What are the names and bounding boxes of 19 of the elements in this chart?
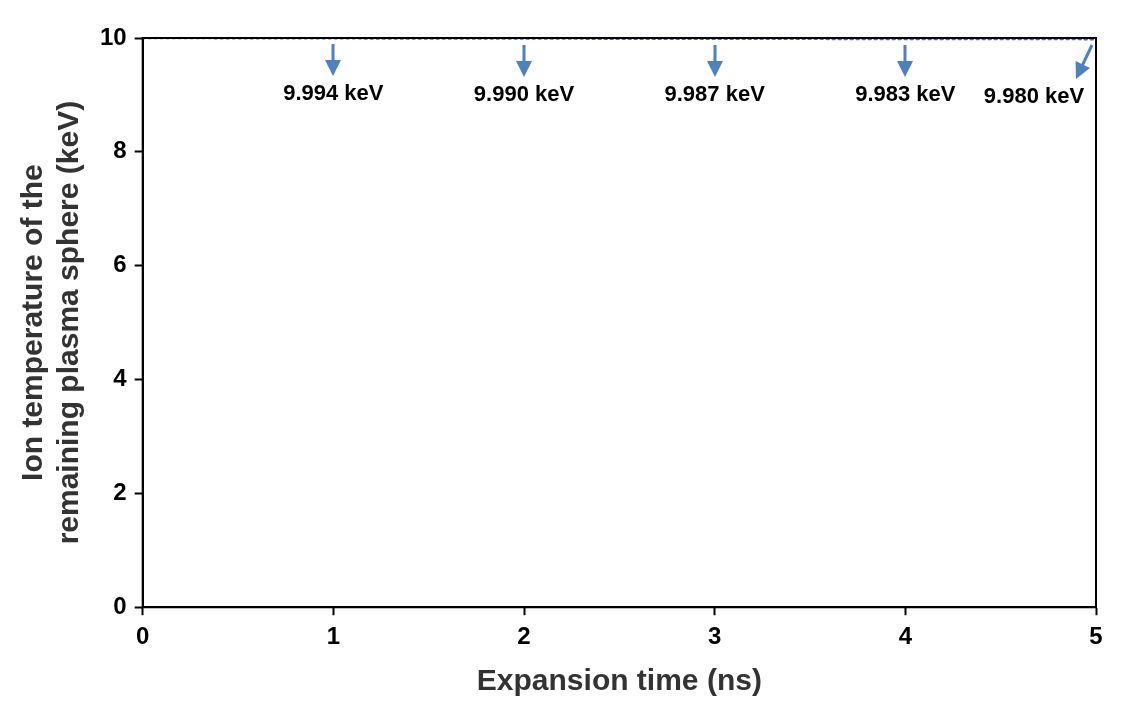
y-tick-label: 6 [113,250,127,278]
x-tick-label: 0 [136,622,150,650]
x-axis-title: Expansion time (ns) [476,663,762,697]
x-tick-label: 5 [1089,622,1103,650]
y-tick-label: 4 [113,364,128,392]
data-label: 9.987 keV [664,80,766,106]
y-tick-label: 0 [113,591,127,619]
data-label: 9.980 keV [983,83,1085,109]
y-tick-label: 8 [113,136,127,164]
x-tick-label: 4 [898,622,913,650]
data-label: 9.983 keV [855,81,956,107]
x-tick-label: 3 [708,622,722,650]
y-tick-label: 10 [99,22,127,50]
x-tick-label: 1 [326,622,341,650]
data-label: 9.990 keV [473,80,575,106]
x-tick-label: 2 [517,622,531,650]
data-label: 9.994 keV [283,80,384,106]
y-tick-label: 2 [113,477,127,505]
y-axis-title: Ion temperature of the remaining plasma sphere (keV) [15,100,85,545]
